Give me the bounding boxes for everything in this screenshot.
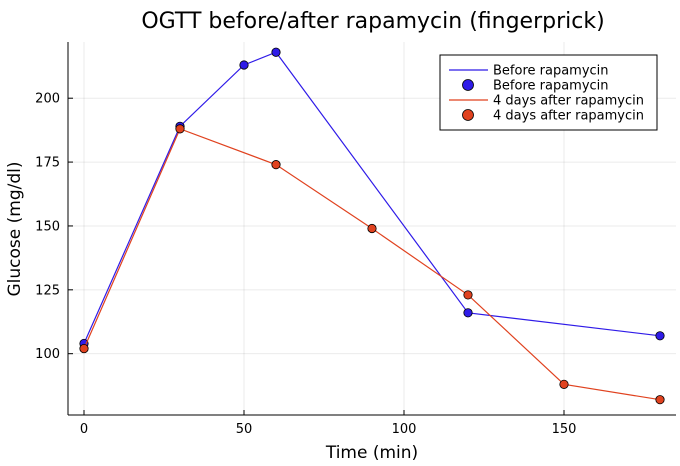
- legend-label: 4 days after rapamycin: [493, 109, 644, 124]
- x-tick-label: 100: [392, 422, 417, 437]
- data-point: [559, 379, 569, 389]
- series: [79, 47, 665, 405]
- data-point: [271, 160, 281, 170]
- legend-label: Before rapamycin: [493, 64, 609, 79]
- x-axis-label: Time (min): [325, 443, 418, 463]
- chart-title: OGTT before/after rapamycin (fingerprick…: [141, 9, 604, 34]
- y-axis-label: Glucose (mg/dl): [5, 162, 25, 297]
- ticks: 0 50 100 150 100 125 150 175 200: [35, 92, 576, 437]
- data-point: [367, 223, 377, 234]
- legend-label: 4 days after rapamycin: [493, 94, 644, 109]
- x-tick-label: 50: [236, 422, 253, 437]
- x-tick-label: 0: [80, 422, 88, 437]
- data-point: [463, 308, 473, 318]
- legend-box: [439, 54, 658, 131]
- x-tick-label: 150: [552, 422, 577, 437]
- data-point: [463, 290, 473, 300]
- data-point: [239, 60, 249, 70]
- legend-label: Before rapamycin: [493, 79, 609, 94]
- y-tick-label: 150: [35, 219, 60, 234]
- data-point: [655, 331, 665, 341]
- y-tick-label: 200: [35, 92, 60, 107]
- series-0: [79, 47, 665, 349]
- series-line: [83, 128, 661, 401]
- y-tick-label: 125: [35, 283, 60, 298]
- legend-marker-swatch: [462, 109, 474, 121]
- data-point: [175, 124, 185, 134]
- legend-marker-swatch: [462, 79, 474, 91]
- data-point: [655, 395, 665, 405]
- data-point: [271, 47, 281, 57]
- series-line: [83, 51, 661, 344]
- y-tick-label: 175: [35, 156, 60, 171]
- y-tick-label: 100: [35, 347, 60, 362]
- data-point: [79, 343, 89, 354]
- series-1: [79, 124, 665, 405]
